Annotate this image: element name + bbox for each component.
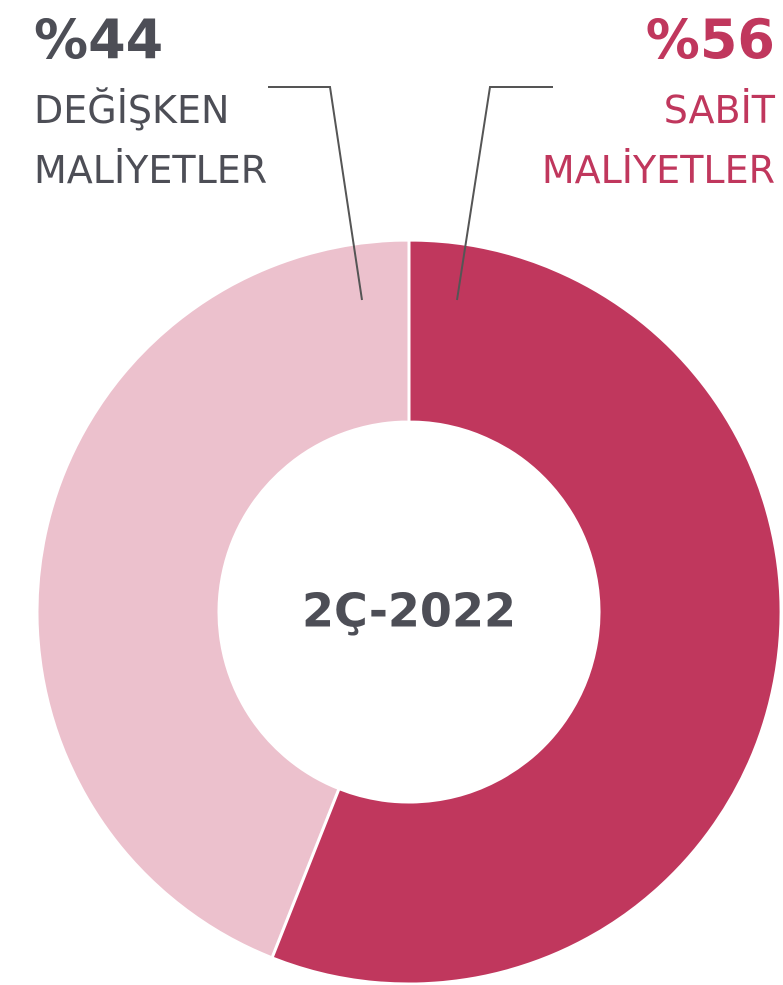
category-label: DEĞİŞKEN MALİYETLER <box>34 88 268 192</box>
leader-line <box>456 86 553 301</box>
slices <box>35 238 783 985</box>
slice <box>270 238 783 985</box>
value-label: %44 <box>34 8 164 71</box>
label-group: %56 SABİT MALİYETLER <box>495 0 775 200</box>
value-label: %56 <box>645 8 775 71</box>
leader-line <box>268 86 363 301</box>
label-group: %44 DEĞİŞKEN MALİYETLER <box>34 0 334 200</box>
category-label: SABİT MALİYETLER <box>541 88 775 192</box>
slice <box>35 238 411 960</box>
center-label: 2Ç-2022 <box>302 584 516 638</box>
